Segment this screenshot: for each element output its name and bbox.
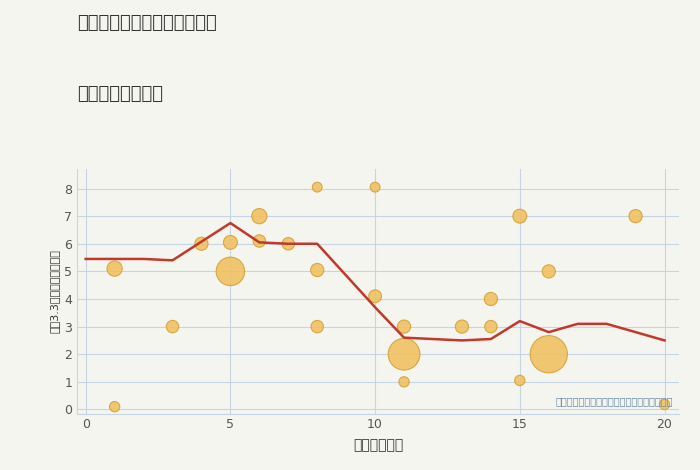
- Point: [196, 240, 207, 248]
- Point: [630, 212, 641, 220]
- Point: [543, 351, 554, 358]
- Text: 駅距離別土地価格: 駅距離別土地価格: [77, 85, 163, 102]
- Point: [283, 240, 294, 248]
- Y-axis label: 坪（3.3㎡）単価（万円）: 坪（3.3㎡）単価（万円）: [50, 250, 60, 333]
- Point: [514, 212, 526, 220]
- Point: [253, 212, 265, 220]
- Point: [456, 323, 468, 330]
- Point: [370, 292, 381, 300]
- Point: [370, 183, 381, 191]
- Point: [225, 239, 236, 246]
- Point: [485, 323, 496, 330]
- Text: 岐阜県海津市平田町仏師川の: 岐阜県海津市平田町仏師川の: [77, 14, 217, 32]
- Point: [514, 376, 526, 384]
- Point: [167, 323, 178, 330]
- Point: [312, 266, 323, 274]
- Point: [398, 378, 409, 385]
- Point: [543, 267, 554, 275]
- Point: [312, 183, 323, 191]
- Point: [398, 323, 409, 330]
- Point: [659, 401, 670, 408]
- Point: [485, 295, 496, 303]
- Point: [398, 351, 409, 358]
- Point: [109, 403, 120, 410]
- Point: [225, 267, 236, 275]
- Point: [312, 323, 323, 330]
- X-axis label: 駅距離（分）: 駅距離（分）: [353, 439, 403, 453]
- Point: [109, 265, 120, 273]
- Point: [253, 237, 265, 245]
- Text: 円の大きさは、取引のあった物件面積を示す: 円の大きさは、取引のあった物件面積を示す: [556, 396, 673, 406]
